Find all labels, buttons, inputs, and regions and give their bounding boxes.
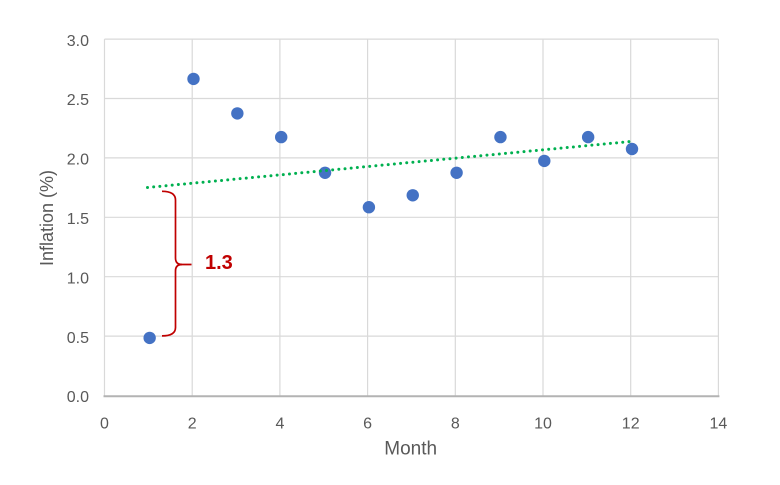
svg-text:Inflation (%): Inflation (%) (37, 170, 57, 266)
svg-text:0: 0 (100, 415, 109, 432)
svg-text:2.5: 2.5 (67, 92, 89, 109)
svg-text:6: 6 (363, 415, 372, 432)
svg-text:4: 4 (275, 415, 284, 432)
svg-text:1.0: 1.0 (67, 270, 89, 287)
svg-text:0.0: 0.0 (67, 389, 89, 406)
svg-text:8: 8 (451, 415, 460, 432)
svg-text:2.0: 2.0 (67, 152, 89, 169)
svg-text:10: 10 (534, 415, 552, 432)
svg-text:Month: Month (384, 439, 437, 460)
svg-text:14: 14 (710, 415, 728, 432)
svg-text:12: 12 (622, 415, 640, 432)
svg-text:2: 2 (188, 415, 197, 432)
svg-text:3.0: 3.0 (67, 33, 89, 50)
svg-text:1.5: 1.5 (67, 211, 89, 228)
svg-text:0.5: 0.5 (67, 330, 89, 347)
svg-text:1.3: 1.3 (205, 252, 233, 274)
